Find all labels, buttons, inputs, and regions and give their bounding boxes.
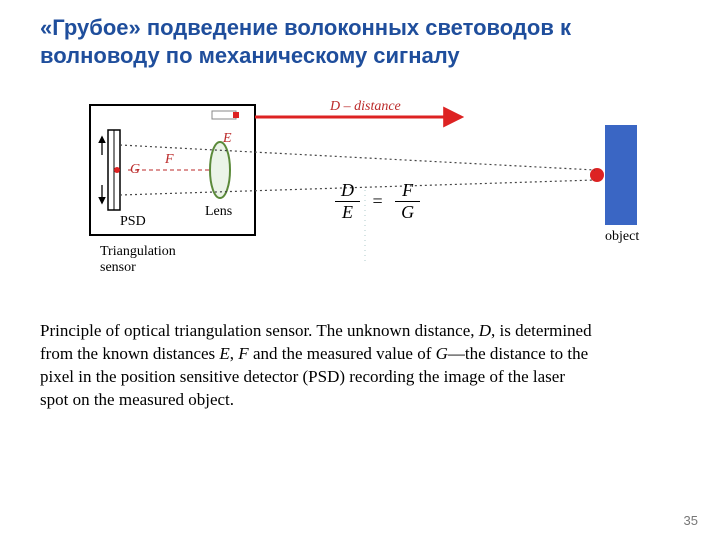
e-label: E xyxy=(222,131,232,146)
frac-right: F G xyxy=(395,180,420,223)
cap-G: G xyxy=(436,344,448,363)
object-block xyxy=(605,125,637,225)
psd-label: PSD xyxy=(120,214,146,229)
ray-top xyxy=(120,145,595,170)
sensor-label-l2: sensor xyxy=(100,260,136,275)
frac-d: D xyxy=(335,180,360,202)
cap-2c: —the distance to the xyxy=(448,344,588,363)
g-label: G xyxy=(130,162,140,177)
f-label: F xyxy=(164,152,174,167)
ratio-formula: D E = F G xyxy=(335,180,420,223)
frac-g: G xyxy=(395,202,420,223)
triangulation-diagram: D – distance E F G PSD Lens object Trian… xyxy=(60,95,670,295)
equals-sign: = xyxy=(365,191,391,212)
slide-title: «Грубое» подведение волоконных световодо… xyxy=(40,14,660,69)
cap-3: pixel in the position sensitive detector… xyxy=(40,367,565,386)
page-number: 35 xyxy=(684,513,698,528)
cap-D: D xyxy=(479,321,491,340)
sensor-label-l1: Triangulation xyxy=(100,244,176,259)
figure-caption: Principle of optical triangulation senso… xyxy=(40,320,680,412)
frac-f: F xyxy=(395,180,420,202)
frac-left: D E xyxy=(335,180,360,223)
frac-e: E xyxy=(335,202,360,223)
cap-E: E xyxy=(219,344,229,363)
d-distance-label: D – distance xyxy=(329,99,401,114)
object-label: object xyxy=(605,229,639,244)
lens-label: Lens xyxy=(205,204,232,219)
cap-1b: , is determined xyxy=(491,321,592,340)
cap-2a: from the known distances xyxy=(40,344,219,363)
cap-4: spot on the measured object. xyxy=(40,390,234,409)
laser-emitter xyxy=(212,111,236,119)
cap-F: F xyxy=(238,344,248,363)
cap-1a: Principle of optical triangulation senso… xyxy=(40,321,479,340)
psd-spot xyxy=(114,167,120,173)
laser-spot xyxy=(590,168,604,182)
cap-2b: and the measured value of xyxy=(249,344,436,363)
